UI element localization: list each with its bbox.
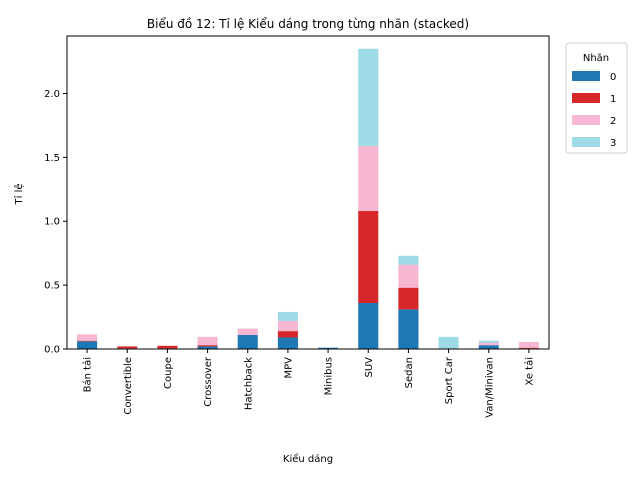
bar-segment-9-series-3 <box>438 336 459 349</box>
bar-segment-7-series-1 <box>358 211 379 303</box>
legend-swatch-2 <box>572 115 600 125</box>
bar-segment-10-series-2 <box>478 342 499 346</box>
bar-segment-0-series-2 <box>77 334 98 341</box>
legend-label-0: 0 <box>610 72 616 83</box>
bar-segment-0-series-1 <box>77 340 98 342</box>
legend-swatch-3 <box>572 137 600 147</box>
bar-segment-4-series-2 <box>237 328 258 335</box>
x-tick-label: Convertible <box>123 357 134 415</box>
bar-segment-1-series-1 <box>117 346 138 349</box>
bar-segment-5-series-0 <box>277 337 298 349</box>
bar-segment-8-series-1 <box>398 287 419 310</box>
bar-segment-3-series-2 <box>197 336 218 346</box>
legend-swatch-0 <box>572 71 600 81</box>
bar-segment-3-series-1 <box>197 345 218 347</box>
legend-title: Nhãn <box>583 53 609 64</box>
x-tick-label: Crossover <box>203 356 214 407</box>
y-axis-label: Tỉ lệ <box>13 184 25 206</box>
x-tick-label: Coupe <box>163 357 174 389</box>
bar-segment-10-series-0 <box>478 345 499 349</box>
bar-segment-0-series-0 <box>77 341 98 349</box>
x-tick-label: SUV <box>364 357 375 378</box>
bar-segment-11-series-1 <box>518 347 539 349</box>
legend-label-2: 2 <box>610 116 616 127</box>
chart-title: Biểu đồ 12: Tỉ lệ Kiểu dáng trong từng n… <box>147 17 469 31</box>
x-axis: Bán tải Convertible Coupe Crossover Hatchbac… <box>82 349 535 418</box>
bar-segment-3-series-0 <box>197 346 218 349</box>
bar-segment-8-series-2 <box>398 264 419 288</box>
bar-segment-5-series-3 <box>277 311 298 321</box>
bar-segment-8-series-3 <box>398 255 419 265</box>
y-tick-label: 1.0 <box>44 217 60 228</box>
x-tick-label: Sport Car <box>444 356 455 404</box>
plot-area <box>77 48 539 349</box>
bar-segment-5-series-1 <box>277 331 298 338</box>
legend-label-1: 1 <box>610 94 616 105</box>
y-tick-label: 1.5 <box>44 153 60 164</box>
x-tick-label: Minibus <box>324 357 335 395</box>
x-tick-label: Hatchback <box>243 357 254 410</box>
y-tick-label: 2.0 <box>44 89 60 100</box>
x-axis-label: Kiểu dáng <box>283 452 333 465</box>
legend-label-3: 3 <box>610 138 616 149</box>
legend-swatch-1 <box>572 93 600 103</box>
bar-segment-7-series-2 <box>358 145 379 212</box>
plot-frame <box>66 35 550 350</box>
x-tick-label: Sedan <box>404 357 415 388</box>
y-tick-label: 0.0 <box>44 345 60 356</box>
bar-segment-7-series-3 <box>358 48 379 146</box>
bar-segment-6-series-0 <box>318 347 339 349</box>
bar-segment-7-series-0 <box>358 303 379 349</box>
y-axis: 0.0 0.5 1.0 1.5 2.0 <box>44 89 67 356</box>
x-tick-label: Van/Minivan <box>484 357 495 418</box>
bar-segment-5-series-2 <box>277 320 298 332</box>
bar-segment-2-series-1 <box>157 345 178 349</box>
x-tick-label: Bán tải <box>82 357 94 392</box>
y-tick-label: 0.5 <box>44 281 60 292</box>
bar-segment-4-series-0 <box>237 334 258 349</box>
bar-segment-11-series-2 <box>518 341 539 348</box>
bar-segment-8-series-0 <box>398 309 419 349</box>
bar-segment-10-series-3 <box>478 340 499 343</box>
x-tick-label: MPV <box>283 357 294 379</box>
x-tick-label: Xe tải <box>523 357 535 386</box>
legend: Nhãn 0 1 2 3 <box>565 42 628 154</box>
